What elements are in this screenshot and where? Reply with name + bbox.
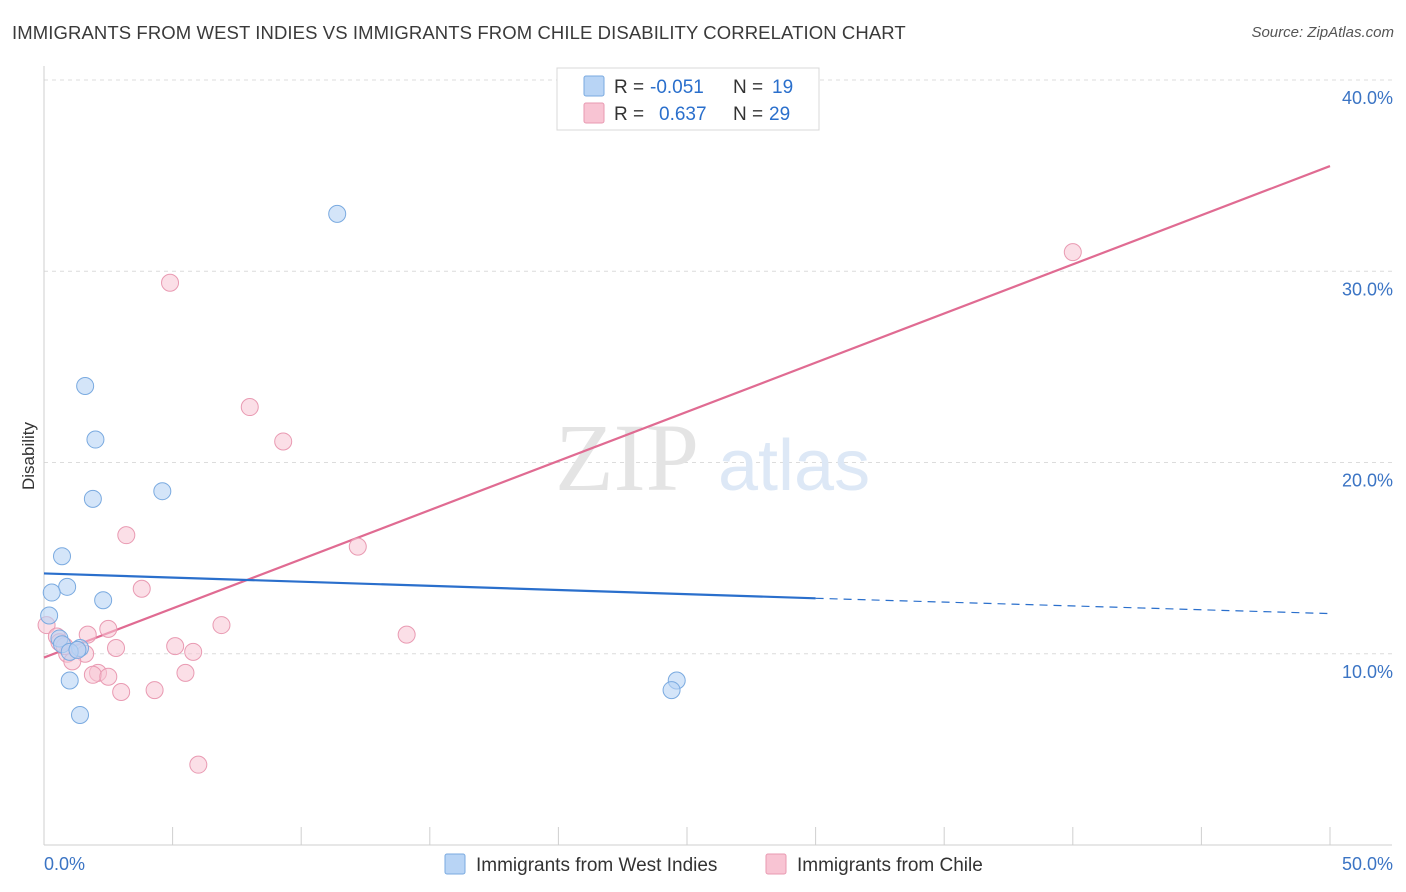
y-axis-label: Disability: [19, 421, 38, 490]
legend: Immigrants from West Indies Immigrants f…: [444, 853, 983, 876]
data-point-west-indies: [153, 482, 172, 501]
data-point-west-indies: [68, 640, 87, 659]
legend-swatch-chile: [765, 853, 787, 875]
data-point-chile: [176, 663, 195, 682]
data-point-west-indies: [42, 583, 61, 602]
data-point-west-indies: [60, 671, 79, 690]
gridlines: [44, 79, 1392, 655]
stats-r-label-2: R =: [614, 104, 644, 125]
data-point-chile: [83, 665, 102, 684]
data-point-chile: [212, 616, 231, 635]
y-tick-label: 10.0%: [1342, 662, 1393, 682]
trend-line-west-indies-extension: [815, 597, 1331, 615]
legend-label-chile: Immigrants from Chile: [797, 855, 983, 876]
data-point-chile: [99, 619, 118, 638]
data-point-chile: [117, 526, 136, 545]
stats-n-label-1: N =: [733, 77, 763, 98]
data-point-chile: [99, 667, 118, 686]
data-point-chile: [145, 681, 164, 700]
data-point-chile: [132, 579, 151, 598]
data-point-west-indies: [53, 547, 72, 566]
stats-r-value-2: 0.637: [659, 104, 707, 125]
data-point-chile: [161, 273, 180, 292]
x-tick-labels: 0.0% 50.0%: [44, 854, 1393, 874]
data-point-chile: [397, 625, 416, 644]
stats-n-value-2: 29: [769, 104, 790, 125]
data-point-chile: [274, 432, 293, 451]
stats-swatch-west-indies: [583, 75, 605, 97]
data-point-chile: [78, 625, 97, 644]
axes: [43, 66, 1392, 846]
stats-n-label-2: N =: [733, 104, 763, 125]
data-point-west-indies: [76, 377, 95, 395]
trend-line-chile: [43, 165, 1331, 659]
y-tick-labels: 10.0% 20.0% 30.0% 40.0%: [1342, 88, 1393, 682]
data-point-chile: [240, 398, 259, 417]
data-point-west-indies: [86, 430, 105, 449]
legend-swatch-west-indies: [444, 853, 466, 875]
data-point-chile: [348, 537, 367, 556]
y-tick-label: 40.0%: [1342, 88, 1393, 108]
data-point-west-indies: [71, 705, 90, 724]
data-point-chile: [1063, 243, 1082, 262]
data-points: [37, 204, 1082, 774]
data-point-chile: [184, 642, 203, 661]
y-tick-label: 20.0%: [1342, 471, 1393, 491]
y-tick-label: 30.0%: [1342, 279, 1393, 299]
stats-r-label-1: R =: [614, 77, 644, 98]
data-point-chile: [166, 637, 185, 656]
stats-n-value-1: 19: [772, 77, 793, 98]
watermark-zip: ZIP: [555, 404, 699, 511]
data-point-west-indies: [83, 489, 102, 508]
x-tick-label: 0.0%: [44, 854, 85, 874]
data-point-chile: [189, 755, 208, 774]
stats-r-value-1: -0.051: [650, 77, 704, 98]
stats-swatch-chile: [583, 102, 605, 124]
data-point-west-indies: [328, 204, 347, 223]
data-point-west-indies: [58, 577, 77, 596]
stats-box: R = -0.051 N = 19 R = 0.637 N = 29: [556, 67, 820, 131]
watermark-atlas: atlas: [718, 426, 870, 506]
data-point-chile: [112, 683, 131, 701]
chart-title: IMMIGRANTS FROM WEST INDIES VS IMMIGRANT…: [12, 22, 906, 43]
trend-lines: [43, 165, 1331, 659]
data-point-chile: [107, 639, 126, 658]
data-point-west-indies: [94, 591, 113, 610]
data-point-west-indies: [662, 681, 681, 700]
source-label: Source: ZipAtlas.com: [1251, 24, 1394, 41]
legend-label-west-indies: Immigrants from West Indies: [476, 855, 717, 876]
data-point-west-indies: [40, 606, 59, 625]
x-tick-label: 50.0%: [1342, 854, 1393, 874]
trend-line-west-indies: [43, 572, 816, 600]
